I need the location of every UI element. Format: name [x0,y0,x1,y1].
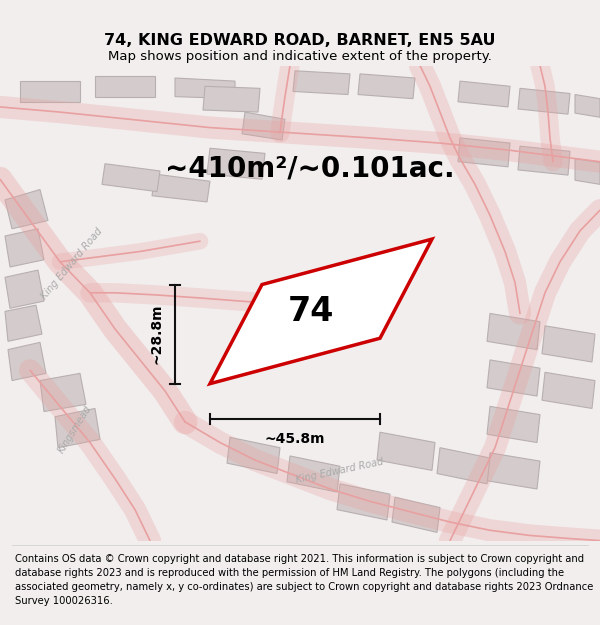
Text: Map shows position and indicative extent of the property.: Map shows position and indicative extent… [108,50,492,62]
Polygon shape [518,146,570,175]
Polygon shape [437,448,490,484]
Text: ~410m²/~0.101ac.: ~410m²/~0.101ac. [165,155,455,183]
Polygon shape [210,239,432,384]
Text: 74: 74 [288,295,334,328]
Polygon shape [293,71,350,94]
Polygon shape [392,498,440,532]
Polygon shape [575,94,600,118]
Polygon shape [5,305,42,341]
Polygon shape [227,438,280,474]
Text: ~45.8m: ~45.8m [265,432,325,446]
Polygon shape [542,372,595,409]
Polygon shape [20,81,80,102]
Polygon shape [358,74,415,99]
Polygon shape [55,409,100,447]
Polygon shape [8,342,46,381]
Text: 74, KING EDWARD ROAD, BARNET, EN5 5AU: 74, KING EDWARD ROAD, BARNET, EN5 5AU [104,33,496,48]
Polygon shape [542,326,595,362]
Polygon shape [377,432,435,471]
Polygon shape [152,174,210,202]
Polygon shape [207,148,265,179]
Text: ~28.8m: ~28.8m [150,304,164,364]
Polygon shape [487,360,540,396]
Polygon shape [175,78,235,99]
Polygon shape [458,81,510,107]
Text: King Edward Road: King Edward Road [295,456,385,484]
Polygon shape [487,406,540,442]
Polygon shape [487,314,540,349]
Polygon shape [487,453,540,489]
Text: King Edward Road: King Edward Road [40,226,104,301]
Polygon shape [337,484,390,520]
Text: Kingsmead: Kingsmead [56,403,94,455]
Polygon shape [102,164,160,192]
Polygon shape [40,373,86,411]
Polygon shape [95,76,155,97]
Polygon shape [5,189,48,229]
Polygon shape [518,88,570,114]
Polygon shape [5,229,44,267]
Text: Contains OS data © Crown copyright and database right 2021. This information is : Contains OS data © Crown copyright and d… [15,554,593,606]
Polygon shape [203,86,260,112]
Polygon shape [287,456,340,492]
Polygon shape [575,159,600,184]
Polygon shape [242,112,285,140]
Polygon shape [5,270,44,308]
Polygon shape [458,138,510,167]
